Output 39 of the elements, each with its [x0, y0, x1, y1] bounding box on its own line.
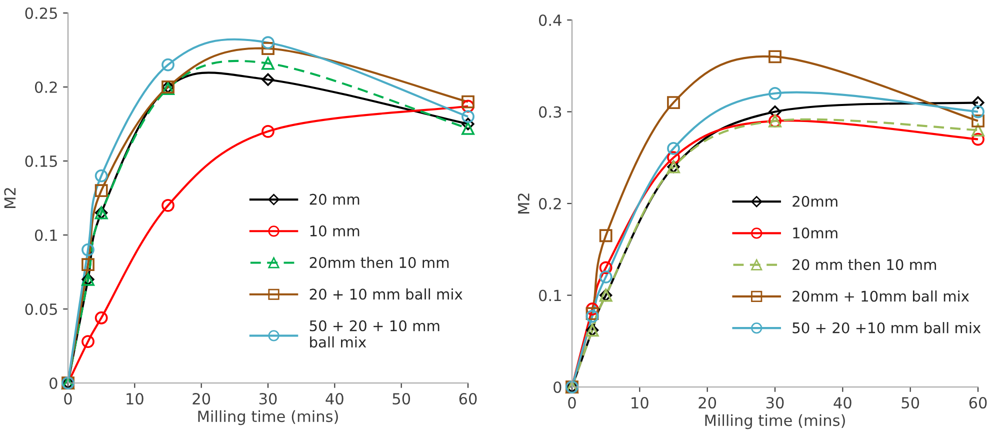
x-tick-label: 60 [969, 396, 987, 409]
x-tick-label: 60 [459, 392, 477, 405]
y-tick-label: 0.2 [34, 81, 57, 94]
x-tick-label: 40 [326, 392, 344, 405]
x-tick-label: 30 [766, 396, 784, 409]
legend-label: 10mm [793, 227, 838, 239]
y-tick-label: 0.25 [25, 7, 57, 20]
x-tick-label: 0 [568, 396, 576, 409]
y-tick-label: 0.1 [538, 290, 561, 302]
legend-label: 50 + 20 +10 mm ball mix [792, 322, 981, 334]
x-axis-title: Milling time (mins) [198, 410, 338, 426]
y-tick-label: 0.1 [34, 229, 57, 242]
legend-label: 20mm [792, 196, 838, 207]
legend-label: 20 + 10 mm ball mix [310, 288, 462, 300]
x-tick-label: 50 [392, 392, 410, 405]
x-tick-label: 10 [632, 396, 648, 409]
x-tick-label: 0 [64, 392, 72, 405]
x-tick-label: 10 [126, 392, 144, 405]
legend-label: 50 + 20 + 10 mm ball mix [310, 320, 440, 348]
y-axis-title: M2 [4, 188, 16, 208]
y-tick-label: 0.4 [538, 14, 562, 26]
x-tick-label: 30 [259, 392, 277, 405]
y-tick-label: 0 [50, 377, 58, 390]
legend-label: 20mm then 10 mm [310, 256, 449, 268]
y-tick-label: 0.15 [25, 155, 57, 168]
legend-label: 20mm + 10mm ball mix [792, 290, 970, 302]
x-tick-label: 40 [834, 396, 852, 409]
legend-label: 20 mm [310, 194, 360, 205]
legend-label: 10 mm [310, 225, 360, 236]
y-tick-label: 0 [554, 381, 562, 394]
x-tick-label: 20 [192, 392, 210, 405]
legend-label: 20 mm then 10 mm [792, 258, 936, 270]
y-tick-label: 0.2 [538, 198, 561, 210]
x-tick-label: 50 [902, 396, 920, 409]
y-tick-label: 0.05 [25, 303, 57, 316]
x-axis-title: Milling time (mins) [705, 414, 845, 430]
y-tick-label: 0.3 [538, 106, 562, 118]
x-tick-label: 20 [698, 396, 716, 409]
y-axis-title: M2 [518, 194, 530, 214]
